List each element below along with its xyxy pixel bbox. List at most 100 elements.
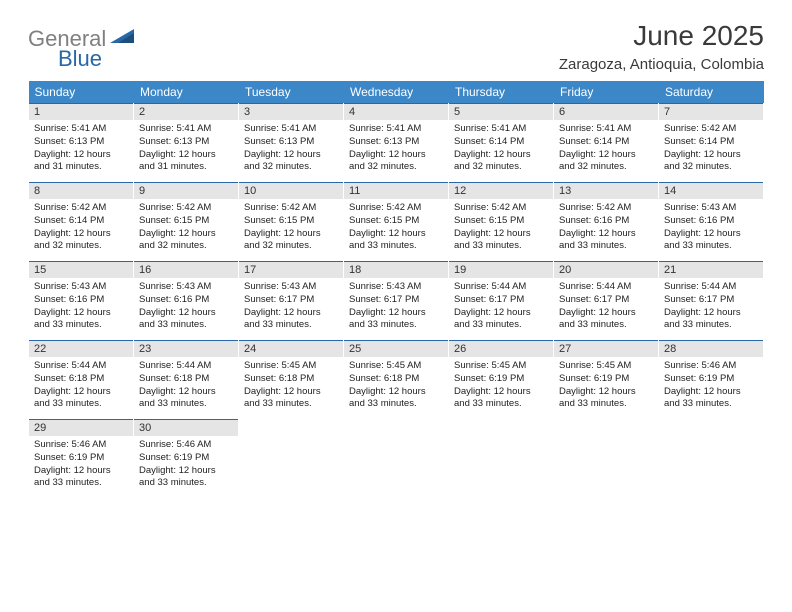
day-number: 23 <box>134 340 238 357</box>
day-number: 24 <box>239 340 343 357</box>
day-number: 30 <box>134 419 238 436</box>
day-detail: Sunrise: 5:42 AMSunset: 6:16 PMDaylight:… <box>554 199 658 261</box>
day-number: 11 <box>344 182 448 199</box>
day-5: 5Sunrise: 5:41 AMSunset: 6:14 PMDaylight… <box>449 103 554 182</box>
day-18: 18Sunrise: 5:43 AMSunset: 6:17 PMDayligh… <box>344 261 449 340</box>
day-number: 4 <box>344 103 448 120</box>
day-detail: Sunrise: 5:41 AMSunset: 6:14 PMDaylight:… <box>449 120 553 182</box>
calendar-row: 22Sunrise: 5:44 AMSunset: 6:18 PMDayligh… <box>29 340 764 419</box>
day-17: 17Sunrise: 5:43 AMSunset: 6:17 PMDayligh… <box>239 261 344 340</box>
day-number: 2 <box>134 103 238 120</box>
day-detail: Sunrise: 5:41 AMSunset: 6:14 PMDaylight:… <box>554 120 658 182</box>
day-detail: Sunrise: 5:45 AMSunset: 6:19 PMDaylight:… <box>554 357 658 419</box>
weekday-saturday: Saturday <box>659 81 764 103</box>
day-number: 26 <box>449 340 553 357</box>
day-detail: Sunrise: 5:42 AMSunset: 6:14 PMDaylight:… <box>659 120 763 182</box>
day-number: 27 <box>554 340 658 357</box>
day-detail: Sunrise: 5:42 AMSunset: 6:15 PMDaylight:… <box>449 199 553 261</box>
day-detail: Sunrise: 5:44 AMSunset: 6:18 PMDaylight:… <box>134 357 238 419</box>
day-25: 25Sunrise: 5:45 AMSunset: 6:18 PMDayligh… <box>344 340 449 419</box>
day-13: 13Sunrise: 5:42 AMSunset: 6:16 PMDayligh… <box>554 182 659 261</box>
day-3: 3Sunrise: 5:41 AMSunset: 6:13 PMDaylight… <box>239 103 344 182</box>
title-block: June 2025 Zaragoza, Antioquia, Colombia <box>559 20 764 73</box>
calendar-body: 1Sunrise: 5:41 AMSunset: 6:13 PMDaylight… <box>29 103 764 498</box>
day-detail: Sunrise: 5:41 AMSunset: 6:13 PMDaylight:… <box>134 120 238 182</box>
month-title: June 2025 <box>559 20 764 52</box>
day-detail: Sunrise: 5:43 AMSunset: 6:16 PMDaylight:… <box>134 278 238 340</box>
day-detail: Sunrise: 5:42 AMSunset: 6:15 PMDaylight:… <box>134 199 238 261</box>
day-detail: Sunrise: 5:43 AMSunset: 6:17 PMDaylight:… <box>344 278 448 340</box>
day-number: 12 <box>449 182 553 199</box>
day-4: 4Sunrise: 5:41 AMSunset: 6:13 PMDaylight… <box>344 103 449 182</box>
day-detail: Sunrise: 5:44 AMSunset: 6:17 PMDaylight:… <box>449 278 553 340</box>
day-number: 22 <box>29 340 133 357</box>
day-detail: Sunrise: 5:44 AMSunset: 6:17 PMDaylight:… <box>659 278 763 340</box>
day-number: 6 <box>554 103 658 120</box>
day-24: 24Sunrise: 5:45 AMSunset: 6:18 PMDayligh… <box>239 340 344 419</box>
calendar-row: 29Sunrise: 5:46 AMSunset: 6:19 PMDayligh… <box>29 419 764 498</box>
day-detail: Sunrise: 5:41 AMSunset: 6:13 PMDaylight:… <box>239 120 343 182</box>
day-7: 7Sunrise: 5:42 AMSunset: 6:14 PMDaylight… <box>659 103 764 182</box>
day-11: 11Sunrise: 5:42 AMSunset: 6:15 PMDayligh… <box>344 182 449 261</box>
day-number: 10 <box>239 182 343 199</box>
day-detail: Sunrise: 5:42 AMSunset: 6:15 PMDaylight:… <box>344 199 448 261</box>
day-detail: Sunrise: 5:43 AMSunset: 6:16 PMDaylight:… <box>659 199 763 261</box>
day-number: 21 <box>659 261 763 278</box>
day-1: 1Sunrise: 5:41 AMSunset: 6:13 PMDaylight… <box>29 103 134 182</box>
day-number: 19 <box>449 261 553 278</box>
calendar-page: General Blue June 2025 Zaragoza, Antioqu… <box>0 0 792 518</box>
weekday-sunday: Sunday <box>29 81 134 103</box>
weekday-friday: Friday <box>554 81 659 103</box>
weekday-wednesday: Wednesday <box>344 81 449 103</box>
calendar-table: SundayMondayTuesdayWednesdayThursdayFrid… <box>28 81 764 498</box>
empty-day: .. <box>659 419 764 498</box>
day-number: 1 <box>29 103 133 120</box>
day-number: 28 <box>659 340 763 357</box>
day-number: 8 <box>29 182 133 199</box>
day-20: 20Sunrise: 5:44 AMSunset: 6:17 PMDayligh… <box>554 261 659 340</box>
day-9: 9Sunrise: 5:42 AMSunset: 6:15 PMDaylight… <box>134 182 239 261</box>
day-detail: Sunrise: 5:41 AMSunset: 6:13 PMDaylight:… <box>29 120 133 182</box>
day-detail: Sunrise: 5:44 AMSunset: 6:18 PMDaylight:… <box>29 357 133 419</box>
logo: General Blue <box>28 26 136 52</box>
calendar-row: 8Sunrise: 5:42 AMSunset: 6:14 PMDaylight… <box>29 182 764 261</box>
day-detail: Sunrise: 5:43 AMSunset: 6:16 PMDaylight:… <box>29 278 133 340</box>
day-number: 15 <box>29 261 133 278</box>
calendar-row: 15Sunrise: 5:43 AMSunset: 6:16 PMDayligh… <box>29 261 764 340</box>
logo-triangle-icon <box>110 27 136 45</box>
day-16: 16Sunrise: 5:43 AMSunset: 6:16 PMDayligh… <box>134 261 239 340</box>
day-detail: Sunrise: 5:46 AMSunset: 6:19 PMDaylight:… <box>134 436 238 498</box>
day-10: 10Sunrise: 5:42 AMSunset: 6:15 PMDayligh… <box>239 182 344 261</box>
day-detail: Sunrise: 5:46 AMSunset: 6:19 PMDaylight:… <box>659 357 763 419</box>
weekday-thursday: Thursday <box>449 81 554 103</box>
day-number: 16 <box>134 261 238 278</box>
day-number: 5 <box>449 103 553 120</box>
day-8: 8Sunrise: 5:42 AMSunset: 6:14 PMDaylight… <box>29 182 134 261</box>
day-number: 29 <box>29 419 133 436</box>
day-2: 2Sunrise: 5:41 AMSunset: 6:13 PMDaylight… <box>134 103 239 182</box>
location-text: Zaragoza, Antioquia, Colombia <box>559 56 764 73</box>
day-12: 12Sunrise: 5:42 AMSunset: 6:15 PMDayligh… <box>449 182 554 261</box>
day-number: 17 <box>239 261 343 278</box>
day-19: 19Sunrise: 5:44 AMSunset: 6:17 PMDayligh… <box>449 261 554 340</box>
day-30: 30Sunrise: 5:46 AMSunset: 6:19 PMDayligh… <box>134 419 239 498</box>
calendar-row: 1Sunrise: 5:41 AMSunset: 6:13 PMDaylight… <box>29 103 764 182</box>
day-detail: Sunrise: 5:45 AMSunset: 6:18 PMDaylight:… <box>239 357 343 419</box>
empty-day: .. <box>449 419 554 498</box>
weekday-header-row: SundayMondayTuesdayWednesdayThursdayFrid… <box>29 81 764 103</box>
day-21: 21Sunrise: 5:44 AMSunset: 6:17 PMDayligh… <box>659 261 764 340</box>
day-detail: Sunrise: 5:45 AMSunset: 6:18 PMDaylight:… <box>344 357 448 419</box>
day-detail: Sunrise: 5:46 AMSunset: 6:19 PMDaylight:… <box>29 436 133 498</box>
day-15: 15Sunrise: 5:43 AMSunset: 6:16 PMDayligh… <box>29 261 134 340</box>
day-number: 18 <box>344 261 448 278</box>
day-detail: Sunrise: 5:42 AMSunset: 6:14 PMDaylight:… <box>29 199 133 261</box>
empty-day: .. <box>239 419 344 498</box>
day-number: 7 <box>659 103 763 120</box>
day-14: 14Sunrise: 5:43 AMSunset: 6:16 PMDayligh… <box>659 182 764 261</box>
logo-text-blue: Blue <box>58 46 102 72</box>
day-number: 14 <box>659 182 763 199</box>
day-28: 28Sunrise: 5:46 AMSunset: 6:19 PMDayligh… <box>659 340 764 419</box>
day-number: 3 <box>239 103 343 120</box>
day-22: 22Sunrise: 5:44 AMSunset: 6:18 PMDayligh… <box>29 340 134 419</box>
day-23: 23Sunrise: 5:44 AMSunset: 6:18 PMDayligh… <box>134 340 239 419</box>
